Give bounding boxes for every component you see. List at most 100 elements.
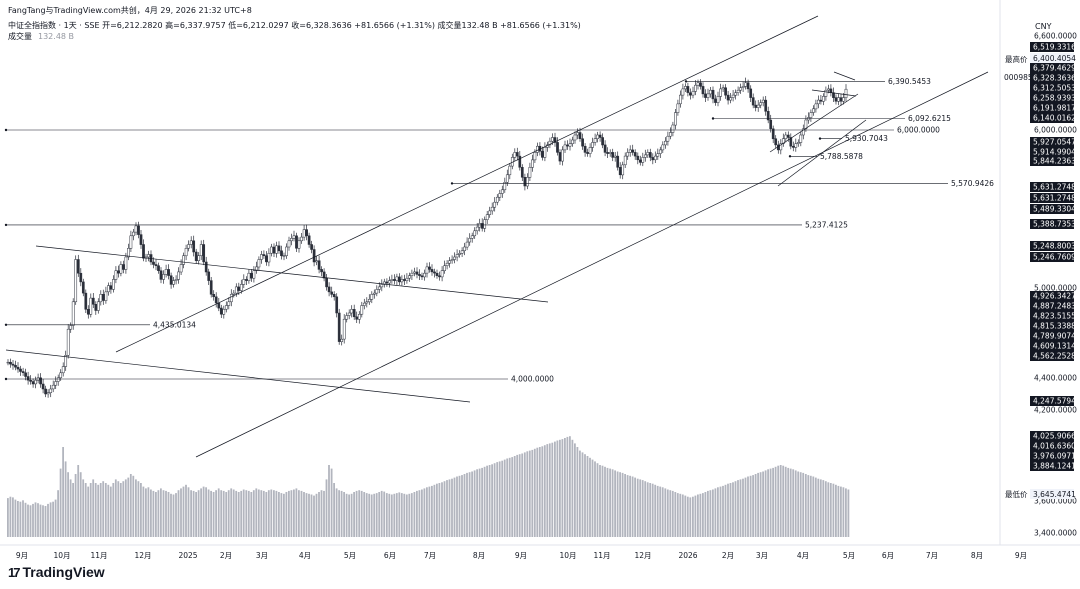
volume-bar	[157, 490, 160, 537]
volume-bar	[692, 496, 694, 537]
volume-bar	[611, 469, 614, 537]
volume-bar	[686, 496, 689, 537]
volume-bar	[160, 488, 162, 537]
candle-body	[250, 272, 253, 279]
tradingview-brand[interactable]: 17 TradingView	[8, 564, 105, 580]
volume-bar	[458, 475, 461, 537]
volume-bar	[566, 436, 569, 537]
x-tick-label: 2026	[678, 551, 697, 560]
horizontal-level-anchor	[818, 137, 822, 140]
volume-bar	[330, 468, 333, 537]
volume-bar	[227, 490, 230, 537]
volume-bar	[217, 488, 220, 537]
candle-body	[245, 279, 248, 281]
candle-body	[490, 206, 494, 212]
volume-bar	[380, 490, 383, 537]
candle-body	[420, 275, 424, 278]
volume-bar	[365, 493, 368, 537]
candle-body	[267, 253, 271, 263]
volume-bar	[586, 456, 589, 537]
volume-bar	[270, 489, 273, 537]
volume-bar	[835, 484, 837, 537]
horizontal-level-anchor	[450, 182, 454, 185]
volume-bar	[385, 493, 388, 537]
candle-body	[107, 285, 110, 293]
candle-body	[81, 281, 85, 294]
volume-bar	[591, 459, 594, 537]
volume-bar	[767, 469, 769, 537]
candle-body	[824, 89, 828, 97]
horizontal-level-anchor	[711, 117, 715, 120]
price-tag-box	[1030, 461, 1074, 471]
volume-bar	[150, 489, 152, 537]
volume-bar	[293, 489, 295, 537]
volume-bar	[779, 465, 782, 537]
candle-body	[801, 128, 805, 136]
candle-body	[751, 97, 755, 106]
candle-body	[194, 251, 198, 261]
candle-body	[729, 97, 732, 101]
candle-body	[197, 255, 201, 261]
trend-line	[5, 349, 471, 403]
volume-bar	[278, 492, 280, 537]
candle-body	[327, 286, 331, 293]
candle-body	[528, 167, 532, 178]
candle-body	[814, 103, 818, 110]
candle-body	[415, 271, 419, 275]
volume-bar	[486, 465, 488, 537]
price-tag-box	[1030, 137, 1074, 147]
volume-bar	[461, 475, 463, 537]
candle-body	[443, 265, 446, 271]
candle-body	[114, 270, 118, 280]
candle-body	[430, 269, 434, 273]
volume-bar	[197, 490, 200, 537]
volume-bar	[777, 465, 780, 537]
candle-body	[71, 301, 75, 326]
volume-bar	[493, 463, 496, 537]
candle-body	[581, 138, 584, 147]
price-tag-box	[1030, 83, 1074, 93]
volume-bar	[222, 490, 225, 537]
candle-body	[239, 284, 243, 291]
volume-bar	[99, 483, 102, 537]
candle-body	[553, 137, 557, 143]
volume-bar	[212, 492, 215, 537]
candle-body	[26, 376, 30, 381]
candle-body	[598, 134, 602, 138]
candle-body	[719, 88, 722, 97]
volume-bar	[9, 496, 12, 537]
volume-bar	[503, 459, 506, 537]
volume-bar	[596, 463, 599, 537]
volume-bar	[350, 493, 353, 537]
candle-body	[9, 361, 12, 365]
candle-body	[61, 366, 65, 374]
volume-bar	[483, 466, 486, 537]
candle-body	[367, 299, 371, 303]
candle-body	[658, 149, 662, 154]
volume-bar	[719, 486, 722, 537]
candle-body	[493, 201, 497, 208]
price-tag-box	[1030, 241, 1074, 251]
candle-body	[503, 182, 507, 191]
volume-bar	[390, 494, 393, 537]
candle-body	[187, 244, 190, 249]
high-price-value: 6,400.4054	[1033, 54, 1076, 63]
volume-bar	[666, 489, 669, 537]
volume-bar	[704, 492, 707, 537]
candle-body	[365, 301, 369, 304]
candle-body	[393, 279, 396, 281]
candle-body	[51, 384, 55, 390]
volume-bar	[799, 472, 802, 537]
volume-bar	[180, 488, 182, 537]
horizontal-level-anchor	[4, 377, 8, 381]
volume-bar	[559, 439, 561, 537]
price-tag-label: 6,258.9393	[1033, 94, 1076, 103]
volume-bar	[348, 494, 350, 537]
candle-body	[523, 177, 527, 187]
volume-bar	[345, 493, 348, 537]
volume-bar	[340, 490, 343, 537]
volume-bar	[247, 490, 250, 537]
volume-bar	[255, 488, 258, 537]
candle-body	[445, 262, 449, 266]
